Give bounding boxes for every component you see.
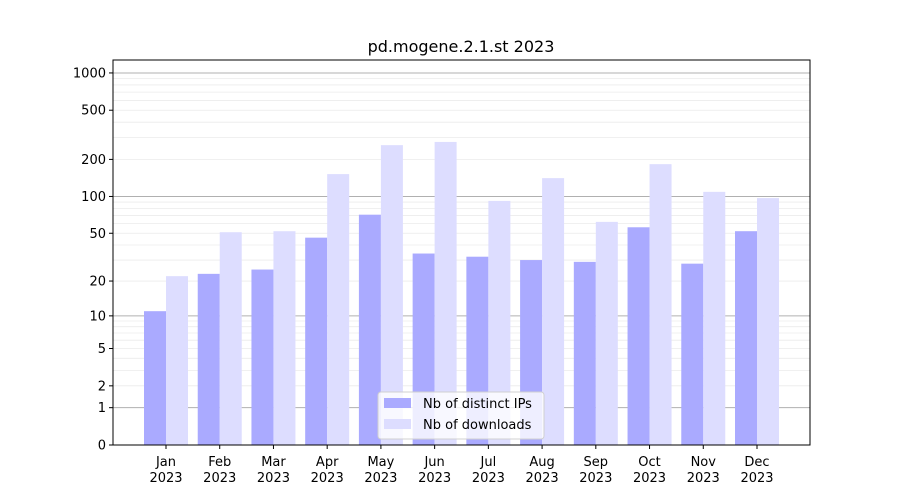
x-tick-label: Aug — [529, 455, 554, 470]
y-tick-label: 500 — [81, 104, 106, 119]
x-tick-label: 2023 — [149, 471, 182, 486]
bar-ips — [681, 263, 704, 445]
x-tick-label: 2023 — [257, 471, 290, 486]
bar-ips — [358, 214, 381, 445]
x-tick-label: 2023 — [418, 471, 451, 486]
y-tick-label: 20 — [89, 275, 106, 290]
x-axis: Jan2023Feb2023Mar2023Apr2023May2023Jun20… — [149, 445, 774, 486]
bar-downloads — [542, 178, 565, 445]
bar-ips — [197, 273, 220, 445]
x-tick-label: Jan — [155, 455, 176, 470]
bar-downloads — [703, 191, 726, 445]
x-tick-label: Dec — [744, 455, 769, 470]
x-tick-label: 2023 — [311, 471, 344, 486]
bar-downloads — [488, 200, 511, 445]
bar-downloads — [757, 198, 779, 445]
legend-box — [377, 391, 545, 440]
x-tick-label: Mar — [261, 455, 286, 470]
bar-downloads — [434, 141, 457, 445]
bar-ips — [144, 311, 166, 445]
bar-downloads — [595, 221, 618, 445]
x-tick-label: 2023 — [740, 471, 773, 486]
bar-ips — [305, 237, 328, 445]
y-tick-label: 5 — [98, 342, 106, 357]
bar-downloads — [273, 231, 296, 445]
bar-downloads — [327, 174, 350, 445]
x-tick-label: Feb — [208, 455, 231, 470]
legend-swatch — [384, 419, 411, 429]
bar-downloads — [219, 232, 242, 445]
x-tick-label: 2023 — [203, 471, 236, 486]
bar-downloads — [649, 164, 672, 445]
x-tick-label: Apr — [316, 455, 339, 470]
y-tick-label: 200 — [81, 153, 106, 168]
x-tick-label: 2023 — [687, 471, 720, 486]
x-tick-label: 2023 — [472, 471, 505, 486]
legend-label: Nb of downloads — [423, 418, 532, 433]
bar-ips — [735, 231, 757, 445]
y-tick-label: 10 — [89, 309, 106, 324]
plot-frame — [112, 59, 811, 446]
legend: Nb of distinct IPs Nb of downloads — [377, 391, 545, 440]
x-tick-label: Oct — [638, 455, 660, 470]
x-tick-label: 2023 — [526, 471, 559, 486]
x-tick-label: Nov — [691, 455, 717, 470]
legend-swatch — [384, 398, 411, 408]
y-axis: 0 1 2 5 10 20 50 100 200 500 1000 — [73, 66, 113, 454]
y-tick-label: 1 — [98, 401, 106, 416]
y-tick-label: 100 — [81, 190, 106, 205]
x-tick-label: 2023 — [364, 471, 397, 486]
bar-ips — [627, 227, 650, 445]
y-tick-label: 2 — [98, 379, 106, 394]
chart-title: pd.mogene.2.1.st 2023 — [368, 37, 555, 56]
legend-label: Nb of distinct IPs — [423, 397, 532, 412]
x-tick-label: May — [367, 455, 394, 470]
bar-ips — [573, 261, 596, 445]
x-tick-label: Jun — [423, 455, 444, 470]
x-tick-label: 2023 — [633, 471, 666, 486]
x-tick-label: Sep — [584, 455, 609, 470]
x-tick-label: Jul — [480, 455, 497, 470]
x-tick-label: 2023 — [579, 471, 612, 486]
bar-downloads — [380, 145, 403, 445]
y-tick-label: 0 — [98, 439, 106, 454]
bar-ips — [251, 269, 274, 445]
bar-downloads — [166, 276, 188, 445]
y-tick-label: 50 — [89, 227, 106, 242]
y-tick-label: 1000 — [73, 66, 106, 81]
